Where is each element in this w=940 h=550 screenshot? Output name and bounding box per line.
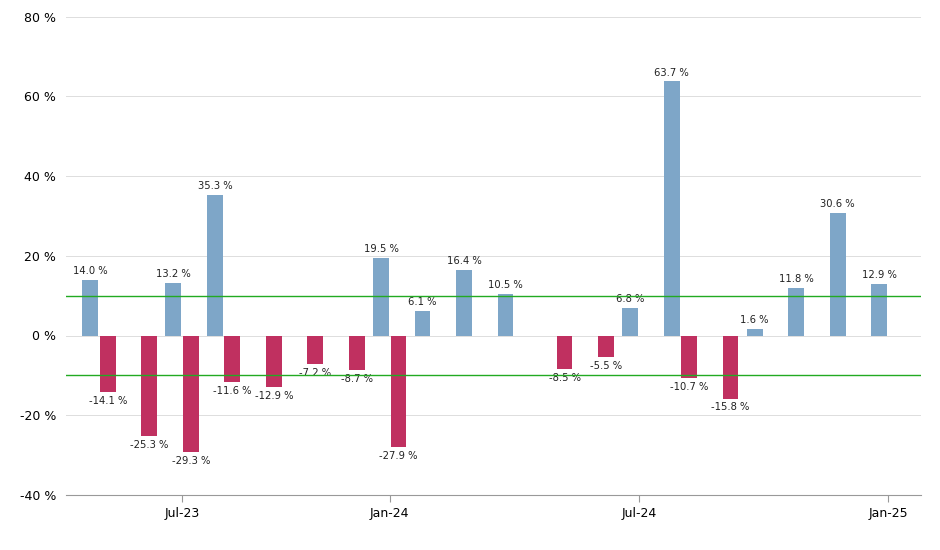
Text: -14.1 %: -14.1 % [88, 395, 127, 406]
Text: -5.5 %: -5.5 % [590, 361, 622, 371]
Bar [871, 284, 887, 336]
Text: 63.7 %: 63.7 % [654, 68, 689, 78]
Text: -25.3 %: -25.3 % [130, 441, 168, 450]
Bar [723, 336, 739, 399]
Bar [664, 81, 680, 336]
Text: -10.7 %: -10.7 % [670, 382, 708, 392]
Bar [225, 336, 241, 382]
Bar [83, 279, 98, 335]
Text: -27.9 %: -27.9 % [379, 451, 417, 461]
Text: 6.1 %: 6.1 % [408, 297, 437, 307]
Bar [207, 195, 223, 336]
Text: -8.7 %: -8.7 % [341, 374, 373, 384]
Text: -7.2 %: -7.2 % [299, 368, 332, 378]
Bar [746, 329, 762, 336]
Text: 13.2 %: 13.2 % [156, 269, 191, 279]
Bar [373, 258, 389, 336]
Bar [415, 311, 431, 336]
Text: -11.6 %: -11.6 % [213, 386, 252, 396]
Bar [497, 294, 513, 335]
Bar [556, 336, 572, 370]
Text: -12.9 %: -12.9 % [255, 391, 293, 401]
Bar [183, 336, 198, 452]
Bar [141, 336, 157, 436]
Text: 11.8 %: 11.8 % [779, 274, 814, 284]
Bar [622, 309, 638, 336]
Bar [598, 336, 614, 358]
Text: 16.4 %: 16.4 % [446, 256, 481, 266]
Text: 1.6 %: 1.6 % [741, 315, 769, 325]
Bar [682, 336, 697, 378]
Text: 6.8 %: 6.8 % [616, 294, 644, 304]
Bar [165, 283, 181, 336]
Text: -15.8 %: -15.8 % [712, 403, 750, 412]
Text: -8.5 %: -8.5 % [549, 373, 581, 383]
Text: 14.0 %: 14.0 % [73, 266, 107, 276]
Bar [789, 288, 804, 336]
Bar [100, 336, 116, 392]
Bar [830, 213, 846, 336]
Bar [349, 336, 365, 370]
Bar [390, 336, 406, 447]
Bar [307, 336, 323, 364]
Text: 30.6 %: 30.6 % [821, 200, 855, 210]
Text: 10.5 %: 10.5 % [488, 279, 523, 290]
Bar [456, 270, 472, 336]
Text: -29.3 %: -29.3 % [172, 456, 210, 466]
Text: 35.3 %: 35.3 % [197, 181, 232, 191]
Text: 19.5 %: 19.5 % [364, 244, 399, 254]
Text: 12.9 %: 12.9 % [862, 270, 897, 280]
Bar [266, 336, 282, 387]
